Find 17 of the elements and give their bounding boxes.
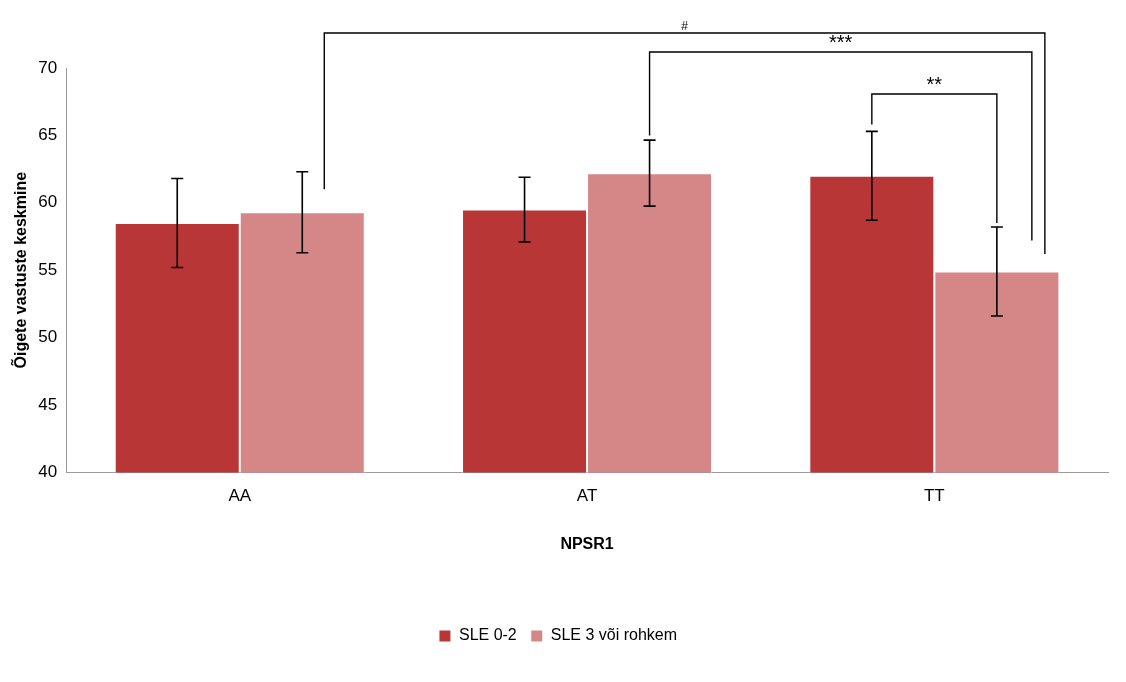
x-tick-label: AA (228, 486, 252, 506)
y-tick-label: 45 (38, 394, 58, 414)
y-tick-label: 40 (38, 462, 58, 482)
legend-label: SLE 0-2 (458, 626, 517, 644)
y-tick-label: 70 (38, 57, 58, 77)
x-tick-label: AT (576, 486, 598, 506)
y-tick-label: 65 (38, 125, 58, 145)
y-tick-label: 50 (38, 327, 58, 347)
annotation: ** (926, 73, 943, 95)
y-tick-label: 60 (38, 192, 58, 212)
y-axis-title: Õigete vastuste keskmine (10, 171, 30, 369)
y-tick-label: 55 (38, 259, 58, 279)
text: *** (829, 31, 853, 53)
text: # (681, 19, 689, 33)
x-axis-title: NPSR1 (560, 534, 614, 552)
x-tick-label: TT (923, 486, 945, 506)
legend-label: SLE 3 või rohkem (550, 626, 678, 644)
